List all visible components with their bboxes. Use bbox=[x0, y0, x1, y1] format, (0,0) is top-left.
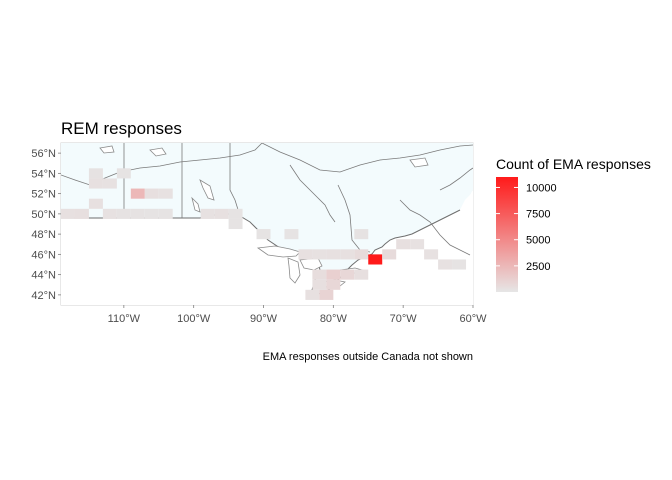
map-panel bbox=[60, 142, 474, 306]
heat-bin bbox=[298, 249, 313, 260]
heat-bin bbox=[88, 198, 103, 209]
lake bbox=[191, 196, 201, 213]
y-tick-label: 46°N bbox=[31, 249, 56, 261]
heat-bin bbox=[228, 208, 243, 219]
y-tick-label: 54°N bbox=[31, 168, 56, 180]
province-border bbox=[229, 143, 241, 217]
heat-bin bbox=[158, 208, 173, 219]
heat-bin bbox=[326, 279, 341, 290]
heat-bin bbox=[256, 229, 271, 240]
heat-bin bbox=[326, 249, 341, 260]
heat-bin bbox=[396, 239, 411, 250]
heat-bin bbox=[144, 208, 159, 219]
heat-bin bbox=[158, 188, 173, 199]
heat-bin bbox=[228, 218, 243, 230]
land-layer bbox=[61, 143, 473, 305]
y-tick-label: 44°N bbox=[31, 270, 56, 282]
coastline bbox=[261, 143, 473, 173]
heat-bin bbox=[354, 229, 369, 240]
heat-bin bbox=[102, 208, 117, 219]
heat-bin bbox=[116, 168, 131, 179]
heat-bin bbox=[305, 289, 320, 300]
x-axis: 110°W 100°W 90°W 80°W 70°W 60°W bbox=[108, 305, 487, 325]
coastline bbox=[439, 167, 473, 191]
chart-caption: EMA responses outside Canada not shown bbox=[263, 351, 473, 363]
y-tick-label: 52°N bbox=[31, 189, 56, 201]
x-tick-label: 80°W bbox=[320, 313, 348, 325]
legend-tick-label: 7500 bbox=[526, 209, 550, 221]
heat-bin bbox=[354, 249, 369, 260]
lake bbox=[199, 179, 215, 201]
heat-bin bbox=[130, 208, 145, 219]
lake bbox=[409, 157, 429, 168]
y-tick-label: 48°N bbox=[31, 229, 56, 241]
heat-bin bbox=[438, 259, 453, 270]
coastline bbox=[289, 164, 336, 223]
heat-bin bbox=[424, 249, 439, 260]
y-axis: 42°N 44°N 46°N 48°N 50°N 52°N 54°N 56°N bbox=[31, 148, 61, 302]
y-tick-label: 50°N bbox=[31, 209, 56, 221]
legend-tick-label: 5000 bbox=[526, 235, 550, 247]
heat-bin bbox=[116, 208, 131, 219]
heat-bin bbox=[88, 168, 103, 179]
heat-bin bbox=[340, 249, 355, 260]
heat-bin bbox=[61, 208, 75, 219]
heat-bin bbox=[74, 208, 89, 219]
legend-ticks: 2500 5000 7500 10000 bbox=[496, 182, 557, 273]
lake bbox=[287, 257, 301, 284]
legend-tick-label: 2500 bbox=[526, 261, 550, 273]
heat-bin bbox=[319, 289, 334, 300]
x-tick-label: 110°W bbox=[108, 313, 141, 325]
heat-bin bbox=[312, 249, 327, 260]
heat-bin bbox=[312, 279, 327, 290]
x-tick-label: 60°W bbox=[459, 313, 487, 325]
lake bbox=[149, 147, 167, 157]
x-tick-label: 100°W bbox=[177, 313, 211, 325]
lake bbox=[99, 145, 115, 154]
canada-land bbox=[61, 143, 473, 294]
lake bbox=[256, 245, 301, 258]
heat-bin bbox=[410, 239, 425, 250]
y-tick-label: 42°N bbox=[31, 290, 56, 302]
heat-bin bbox=[382, 249, 397, 260]
y-tick-label: 56°N bbox=[31, 148, 56, 160]
heat-bin bbox=[368, 254, 383, 265]
coastline bbox=[399, 199, 471, 256]
heat-bin bbox=[326, 269, 341, 280]
heat-bin bbox=[354, 269, 369, 280]
heat-bin bbox=[340, 269, 355, 280]
heat-bin bbox=[284, 229, 299, 240]
heat-bins bbox=[61, 168, 467, 300]
heat-bin bbox=[200, 208, 215, 219]
x-tick-label: 90°W bbox=[250, 313, 278, 325]
heat-bin bbox=[144, 188, 159, 199]
legend-colorbar bbox=[496, 177, 518, 292]
heat-bin bbox=[312, 269, 327, 280]
heat-bin bbox=[102, 178, 117, 189]
legend: Count of EMA responses 2500 5000 7500 10000 bbox=[496, 156, 651, 292]
heat-bin bbox=[88, 178, 103, 189]
chart-title: REM responses bbox=[61, 119, 182, 138]
legend-title: Count of EMA responses bbox=[496, 156, 651, 172]
legend-tick-label: 10000 bbox=[526, 182, 557, 194]
x-tick-label: 70°W bbox=[390, 313, 418, 325]
heat-bin bbox=[130, 188, 145, 199]
heat-bin bbox=[452, 259, 467, 270]
heat-bin bbox=[214, 208, 229, 219]
